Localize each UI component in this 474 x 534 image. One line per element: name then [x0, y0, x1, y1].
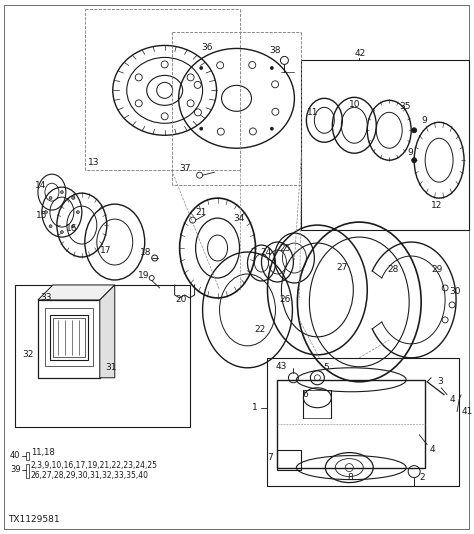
Text: 16: 16: [66, 224, 77, 233]
Text: 22: 22: [255, 325, 266, 334]
Bar: [50, 315, 88, 360]
Text: TX1129581: TX1129581: [8, 515, 60, 524]
Text: 43: 43: [275, 362, 287, 371]
Polygon shape: [38, 285, 115, 300]
Circle shape: [270, 127, 273, 130]
Text: 29: 29: [431, 265, 443, 274]
Text: 28: 28: [387, 265, 399, 274]
Text: 30: 30: [449, 287, 461, 296]
Text: 25: 25: [280, 244, 291, 253]
Text: 26: 26: [280, 295, 291, 304]
Bar: [277, 450, 301, 469]
Text: 9: 9: [407, 148, 413, 157]
Text: 33: 33: [40, 294, 51, 302]
Text: 20: 20: [176, 295, 187, 304]
Text: 21: 21: [196, 208, 207, 217]
Bar: [26, 452, 29, 460]
Bar: [277, 380, 425, 468]
Text: 9: 9: [421, 116, 427, 125]
Text: 11: 11: [307, 108, 319, 117]
Text: 1: 1: [252, 403, 257, 412]
Text: 26,27,28,29,30,31,32,33,35,40: 26,27,28,29,30,31,32,33,35,40: [31, 471, 149, 480]
Bar: [53, 318, 85, 357]
Text: 8: 8: [347, 473, 353, 482]
Text: 40: 40: [10, 451, 20, 460]
Bar: [38, 300, 100, 378]
Circle shape: [49, 197, 52, 200]
Text: 19: 19: [138, 271, 149, 280]
Bar: [15, 285, 190, 427]
Circle shape: [412, 128, 417, 133]
Circle shape: [200, 67, 203, 69]
Text: 42: 42: [354, 49, 365, 58]
Text: 18: 18: [140, 248, 151, 256]
Text: 39: 39: [10, 465, 20, 474]
Text: 36: 36: [201, 43, 213, 52]
Circle shape: [76, 210, 79, 214]
Text: 24: 24: [261, 248, 272, 256]
Circle shape: [45, 210, 47, 214]
Text: 14: 14: [35, 180, 46, 190]
Text: 7: 7: [267, 453, 273, 462]
Circle shape: [49, 225, 52, 227]
Text: 6: 6: [302, 390, 308, 399]
Bar: [26, 464, 29, 477]
Text: 35: 35: [399, 102, 410, 111]
Circle shape: [200, 127, 203, 130]
Text: 32: 32: [22, 350, 33, 359]
Text: 27: 27: [337, 263, 348, 272]
Circle shape: [60, 191, 64, 194]
Bar: [45, 308, 93, 366]
Bar: [267, 358, 459, 485]
Text: 12: 12: [431, 201, 443, 210]
Polygon shape: [100, 285, 115, 378]
Circle shape: [72, 225, 75, 227]
Text: 37: 37: [180, 164, 191, 172]
Text: 10: 10: [349, 100, 361, 109]
Text: 13: 13: [88, 158, 100, 167]
Text: 4: 4: [449, 395, 455, 404]
Text: 15: 15: [36, 210, 47, 219]
Circle shape: [412, 158, 417, 163]
Circle shape: [72, 197, 75, 200]
Text: 34: 34: [234, 214, 245, 223]
Bar: [301, 60, 469, 230]
Text: 5: 5: [323, 363, 329, 372]
Text: 3: 3: [437, 377, 443, 386]
Text: 2,3,9,10,16,17,19,21,22,23,24,25: 2,3,9,10,16,17,19,21,22,23,24,25: [31, 461, 158, 470]
Circle shape: [60, 231, 64, 233]
Circle shape: [270, 67, 273, 69]
Text: 38: 38: [269, 46, 281, 55]
Text: 11,18: 11,18: [31, 448, 55, 457]
Text: 17: 17: [100, 246, 111, 255]
Text: 31: 31: [105, 363, 116, 372]
Text: 4: 4: [429, 445, 435, 454]
Text: 2: 2: [419, 473, 425, 482]
Text: 41: 41: [461, 407, 473, 416]
